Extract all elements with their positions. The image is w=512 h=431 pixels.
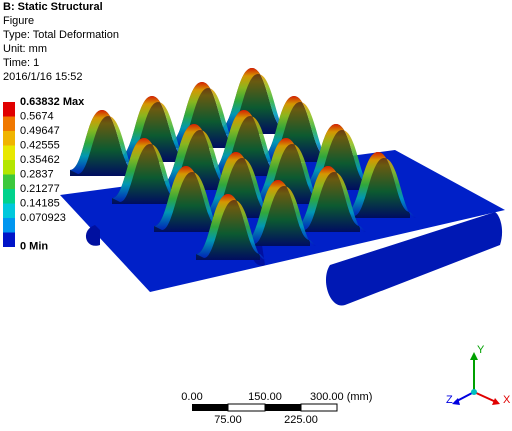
legend-swatch bbox=[3, 160, 15, 175]
header-line: Time: 1 bbox=[3, 57, 39, 69]
legend-swatch bbox=[3, 116, 15, 131]
legend-label: 0 Min bbox=[20, 240, 48, 252]
legend-swatch bbox=[3, 189, 15, 204]
legend-label: 0.42555 bbox=[20, 139, 60, 151]
legend-label: 0.35462 bbox=[20, 154, 60, 166]
scale-bar: 0.00 150.00 300.00 (mm) 75.00 225.00 bbox=[181, 391, 372, 426]
legend-label: 0.070923 bbox=[20, 212, 66, 224]
header-line: Type: Total Deformation bbox=[3, 29, 119, 41]
header: B: Static Structural Figure Type: Total … bbox=[3, 1, 119, 83]
legend-swatch bbox=[3, 131, 15, 146]
legend-swatch bbox=[3, 218, 15, 233]
model-view bbox=[60, 68, 505, 306]
scale-label: 75.00 bbox=[214, 414, 242, 426]
legend-label: 0.49647 bbox=[20, 125, 60, 137]
triad-label: X bbox=[503, 394, 511, 406]
legend-swatch bbox=[3, 203, 15, 218]
legend-label: 0.5674 bbox=[20, 110, 54, 122]
title: B: Static Structural bbox=[3, 1, 103, 13]
legend-swatch bbox=[3, 232, 15, 247]
scale-label: 225.00 bbox=[284, 414, 318, 426]
header-line: 2016/1/16 15:52 bbox=[3, 71, 83, 83]
legend-label: 0.2837 bbox=[20, 168, 54, 180]
legend-label: 0.14185 bbox=[20, 197, 60, 209]
scale-label: 300.00 (mm) bbox=[310, 391, 372, 403]
scale-label: 0.00 bbox=[181, 391, 202, 403]
legend-swatch bbox=[3, 102, 15, 117]
header-line: Figure bbox=[3, 15, 34, 27]
legend-label: 0.63832 Max bbox=[20, 96, 85, 108]
legend-swatch bbox=[3, 174, 15, 189]
flange bbox=[325, 212, 503, 306]
scale-label: 150.00 bbox=[248, 391, 282, 403]
triad-label: Y bbox=[477, 344, 485, 356]
triad-label: Z bbox=[446, 394, 453, 406]
flange bbox=[85, 225, 100, 246]
legend-swatch bbox=[3, 145, 15, 160]
legend: 0.63832 Max 0.5674 0.49647 0.42555 0.35462 0.… bbox=[3, 96, 85, 252]
legend-label: 0.21277 bbox=[20, 183, 60, 195]
axis-triad: Y Z X bbox=[446, 344, 511, 406]
header-line: Unit: mm bbox=[3, 43, 47, 55]
